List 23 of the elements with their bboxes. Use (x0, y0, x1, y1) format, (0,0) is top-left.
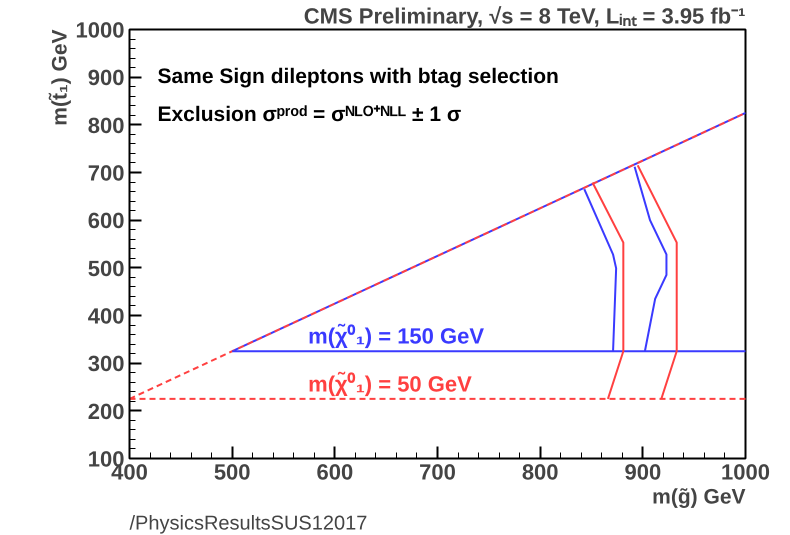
series-label: m(χ̃⁰₁) = 150 GeV (308, 324, 484, 349)
x-tick-label: 900 (624, 460, 662, 484)
y-tick-label: 600 (88, 208, 125, 234)
y-tick-label: 200 (88, 398, 125, 424)
y-tick-label: 900 (88, 65, 125, 90)
y-tick-label: 400 (88, 304, 125, 328)
y-tick-label: 700 (88, 160, 125, 186)
series-label: m(χ̃⁰₁) = 50 GeV (308, 371, 472, 396)
x-tick-label: 500 (214, 460, 251, 484)
y-axis-title: m(t̃₁) GeV (48, 29, 72, 126)
y-tick-label: 500 (88, 256, 125, 281)
y-tick-label: 300 (88, 351, 125, 376)
annotation: Same Sign dileptons with btag selection (158, 65, 559, 88)
chart-title: CMS Preliminary, √s = 8 TeV, Lᵢₙₜ = 3.95 fb⁻¹ (304, 4, 746, 28)
x-tick-label: 800 (522, 460, 559, 484)
text: /PhysicsResultsSUS12017 (130, 512, 368, 534)
x-tick-label: 1000 (721, 460, 770, 484)
annotation: Exclusion σᵖʳᵒᵈ = σᴺᴸᴼ⁺ᴺᴸᴸ ± 1 σ (158, 103, 462, 126)
x-axis-title: m(g̃) GeV (652, 486, 746, 508)
y-tick-label: 800 (88, 112, 125, 138)
y-tick-label: 1000 (76, 18, 125, 42)
x-tick-label: 600 (316, 460, 354, 484)
x-tick-label: 700 (419, 460, 456, 484)
